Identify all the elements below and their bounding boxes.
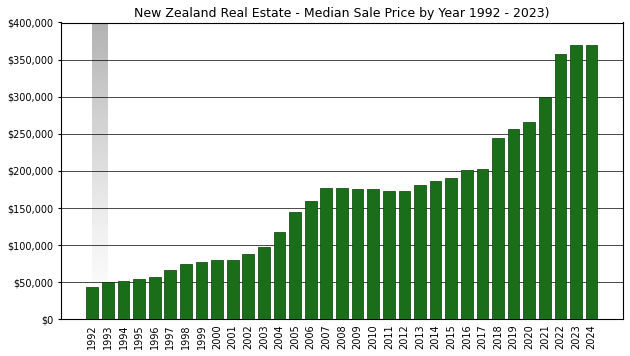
Bar: [461, 170, 472, 319]
Bar: [180, 265, 192, 319]
Bar: [149, 277, 161, 319]
Bar: [305, 200, 317, 319]
Bar: [554, 54, 566, 319]
Bar: [258, 247, 270, 319]
Bar: [86, 287, 98, 319]
Bar: [118, 282, 129, 319]
Bar: [273, 232, 285, 319]
Bar: [211, 260, 223, 319]
Bar: [399, 191, 410, 319]
Bar: [476, 169, 488, 319]
Bar: [383, 191, 394, 319]
Bar: [164, 269, 176, 319]
Bar: [367, 189, 379, 319]
Bar: [336, 188, 348, 319]
Bar: [445, 178, 457, 319]
Bar: [243, 254, 254, 319]
Bar: [586, 45, 597, 319]
Bar: [492, 138, 504, 319]
Bar: [570, 45, 582, 319]
Bar: [539, 97, 551, 319]
Bar: [508, 129, 520, 319]
Bar: [414, 185, 426, 319]
Bar: [102, 282, 113, 319]
Bar: [321, 188, 332, 319]
Title: New Zealand Real Estate - Median Sale Price by Year 1992 - 2023): New Zealand Real Estate - Median Sale Pr…: [134, 7, 550, 20]
Bar: [196, 262, 207, 319]
Bar: [289, 212, 301, 319]
Bar: [133, 278, 145, 319]
Bar: [227, 260, 239, 319]
Bar: [524, 122, 535, 319]
Bar: [430, 180, 442, 319]
Bar: [352, 189, 364, 319]
